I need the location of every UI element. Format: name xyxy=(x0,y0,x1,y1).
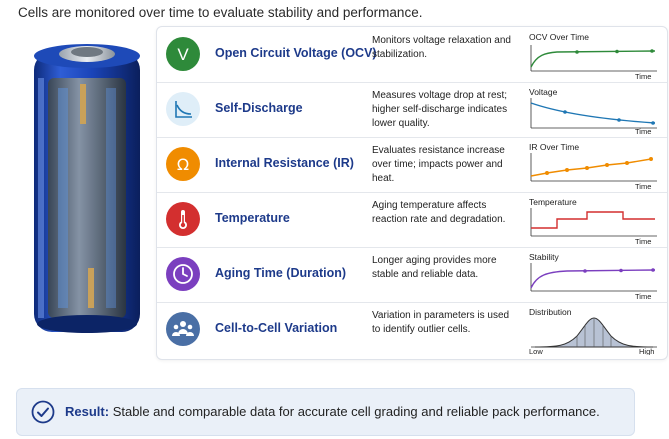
parameter-description: Monitors voltage relaxation and stabiliz… xyxy=(372,35,511,60)
ocv-mini-chart: OCV Over Time V Time xyxy=(527,31,662,80)
ir-mini-chart: IR Over Time Time xyxy=(527,141,662,190)
x-axis-label-low: Low xyxy=(529,347,543,355)
parameter-label: Self-Discharge xyxy=(215,101,303,115)
chart-title: Voltage xyxy=(529,87,558,97)
v-letter-icon: V xyxy=(166,37,200,71)
x-axis-label: Time xyxy=(635,72,651,80)
decay-curve-icon xyxy=(166,92,200,126)
omega-icon: Ω xyxy=(166,147,200,181)
x-axis-label: Time xyxy=(635,237,651,245)
parameter-label: Aging Time (Duration) xyxy=(215,266,347,280)
check-circle-icon xyxy=(31,400,55,424)
parameter-row-self-discharge: Self-Discharge Measures voltage drop at … xyxy=(157,82,667,138)
chart-title: Distribution xyxy=(529,307,572,317)
result-label: Result: xyxy=(65,404,110,419)
parameter-description: Evaluates resistance increase over time;… xyxy=(372,145,505,184)
voltage-mini-chart: Voltage Time xyxy=(527,86,662,135)
parameter-label: Cell-to-Cell Variation xyxy=(215,321,338,335)
distribution-mini-chart: Distribution Low High xyxy=(527,306,662,355)
parameter-label: Temperature xyxy=(215,211,290,225)
parameter-row-internal-resistance: Ω Internal Resistance (IR) Evaluates res… xyxy=(157,137,667,193)
battery-cell-illustration xyxy=(28,38,146,338)
result-banner: Result: Stable and comparable data for a… xyxy=(16,388,635,436)
x-axis-label: Time xyxy=(635,182,651,190)
parameter-row-aging-time: Aging Time (Duration) Longer aging provi… xyxy=(157,247,667,303)
parameter-description: Variation in parameters is used to ident… xyxy=(372,310,510,335)
x-axis-label-high: High xyxy=(639,347,654,355)
chart-title: IR Over Time xyxy=(529,142,579,152)
parameter-row-temperature: Temperature Aging temperature affects re… xyxy=(157,192,667,248)
parameter-row-ocv: V Open Circuit Voltage (OCV) Monitors vo… xyxy=(157,27,667,83)
temperature-mini-chart: Temperature Time xyxy=(527,196,662,245)
stability-mini-chart: Stability Time xyxy=(527,251,662,300)
people-group-icon xyxy=(166,312,200,346)
clock-icon xyxy=(166,257,200,291)
thermometer-icon xyxy=(166,202,200,236)
chart-title: Temperature xyxy=(529,197,577,207)
x-axis-label: Time xyxy=(635,127,651,135)
monitoring-parameters-table: V Open Circuit Voltage (OCV) Monitors vo… xyxy=(156,26,668,360)
parameter-label: Open Circuit Voltage (OCV) xyxy=(215,46,377,60)
chart-title: Stability xyxy=(529,252,560,262)
parameter-description: Aging temperature affects reaction rate … xyxy=(372,200,506,225)
svg-text:V: V xyxy=(177,45,189,64)
parameter-row-cell-variation: Cell-to-Cell Variation Variation in para… xyxy=(157,302,667,357)
chart-title: OCV Over Time xyxy=(529,32,589,42)
parameter-label: Internal Resistance (IR) xyxy=(215,156,354,170)
parameter-description: Longer aging provides more stable and re… xyxy=(372,255,497,280)
parameter-description: Measures voltage drop at rest; higher se… xyxy=(372,90,508,129)
headline: Cells are monitored over time to evaluat… xyxy=(18,5,423,20)
result-text: Stable and comparable data for accurate … xyxy=(112,404,600,419)
x-axis-label: Time xyxy=(635,292,651,300)
svg-text:Ω: Ω xyxy=(177,155,189,174)
